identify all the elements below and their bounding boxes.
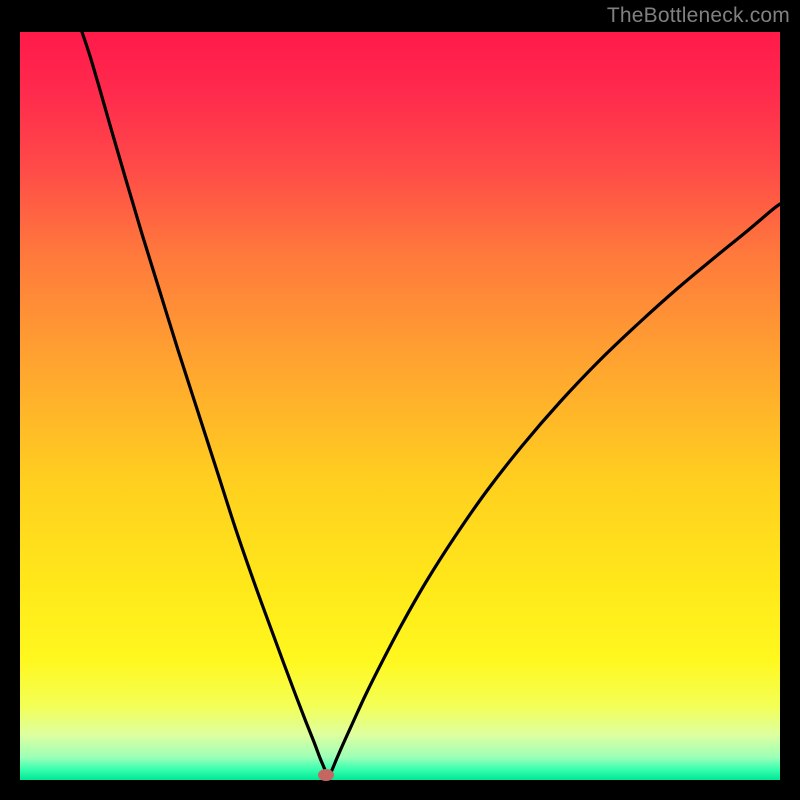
- watermark-text: TheBottleneck.com: [607, 4, 790, 28]
- minimum-marker-dot: [318, 769, 334, 781]
- plot-frame: [20, 32, 780, 780]
- bottleneck-curve: [20, 32, 780, 780]
